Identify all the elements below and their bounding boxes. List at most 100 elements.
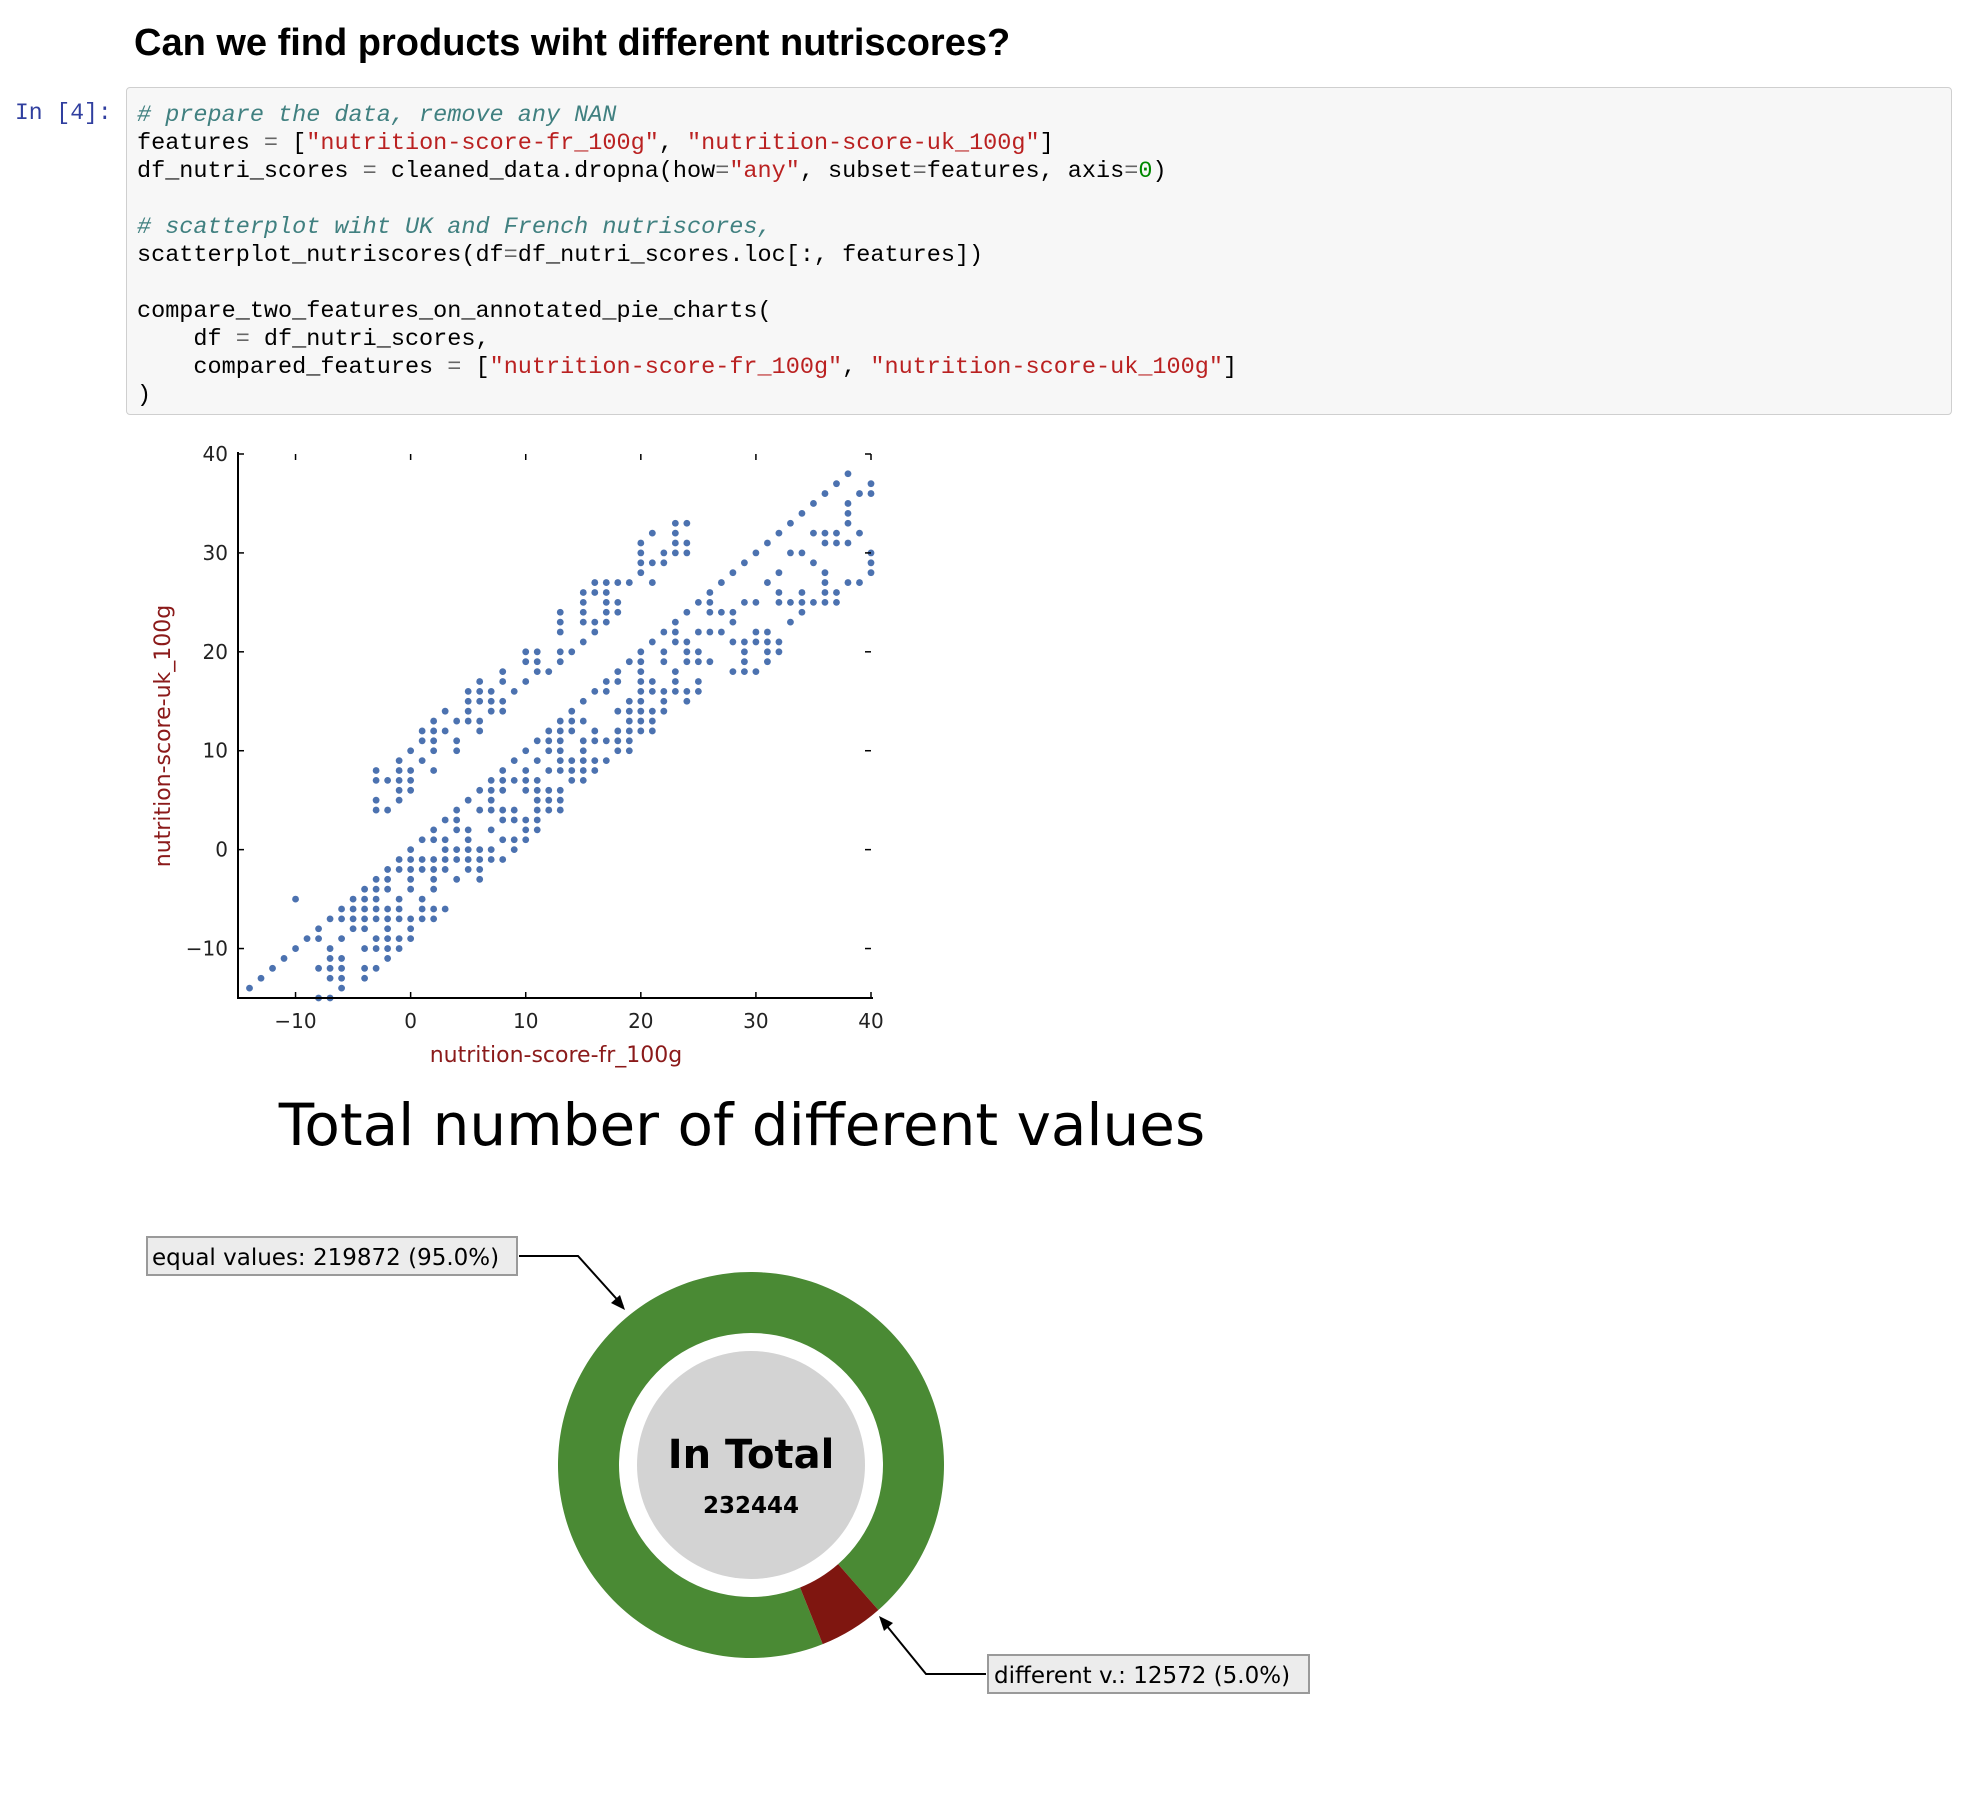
scatter-point — [430, 717, 438, 725]
scatter-point — [292, 895, 299, 903]
scatter-point — [487, 856, 495, 863]
scatter-point — [787, 618, 794, 626]
scatter-point — [464, 717, 472, 725]
scatter-point — [637, 717, 645, 725]
scatter-point — [579, 777, 587, 784]
scatter-point — [453, 806, 461, 814]
scatter-point — [372, 945, 380, 952]
x-tick-label: 30 — [743, 1009, 768, 1033]
input-prompt: In [4]: — [15, 100, 112, 126]
scatter-point — [556, 658, 564, 666]
scatter-point — [372, 796, 380, 804]
scatter-point — [407, 915, 415, 923]
scatter-point — [867, 569, 875, 577]
scatter-point — [591, 628, 599, 636]
y-tick-label: 20 — [203, 640, 228, 664]
scatter-point — [441, 727, 449, 735]
scatter-point — [545, 767, 553, 774]
scatter-point — [418, 895, 426, 903]
scatter-point — [614, 579, 622, 586]
scatter-point — [683, 608, 691, 616]
x-tick-label: 40 — [858, 1009, 883, 1033]
scatter-point — [372, 915, 380, 923]
scatter-point — [257, 974, 265, 982]
scatter-point — [407, 747, 415, 755]
scatter-point — [741, 598, 748, 606]
scatter-point — [395, 915, 403, 923]
scatter-point — [844, 470, 852, 478]
scatter-point — [326, 974, 334, 982]
scatter-point — [453, 816, 461, 824]
code-cell-editor[interactable]: # prepare the data, remove any NAN featur… — [126, 87, 1952, 415]
scatter-point — [568, 707, 576, 715]
scatter-point — [487, 826, 495, 834]
scatter-point — [579, 767, 587, 774]
scatter-point — [579, 589, 587, 596]
scatter-point — [614, 747, 622, 755]
scatter-point — [637, 559, 645, 567]
scatter-point — [625, 717, 633, 725]
scatter-point — [361, 945, 368, 952]
scatter-point — [326, 955, 334, 962]
scatter-point — [752, 628, 760, 636]
scatter-point — [361, 895, 368, 903]
donut-center-value: 232444 — [703, 1493, 799, 1519]
scatter-point — [648, 678, 656, 685]
scatter-point — [602, 757, 610, 765]
y-tick-label: 30 — [203, 541, 228, 565]
scatter-point — [441, 866, 449, 873]
scatter-point — [694, 678, 702, 685]
scatter-point — [384, 945, 392, 952]
scatter-point — [556, 648, 564, 656]
scatter-point — [464, 796, 472, 804]
scatter-point — [280, 955, 288, 962]
scatter-point — [625, 737, 633, 745]
scatter-point — [499, 767, 507, 774]
scatter-point — [476, 678, 484, 685]
scatter-point — [810, 598, 817, 606]
scatter-point — [476, 846, 484, 854]
scatter-point — [741, 658, 748, 666]
scatter-point — [752, 638, 760, 646]
scatter-point — [522, 826, 530, 834]
scatter-point — [384, 866, 392, 873]
scatter-point — [361, 915, 368, 923]
scatter-point — [545, 747, 553, 755]
scatter-point — [694, 658, 702, 666]
scatter-point — [372, 905, 380, 913]
scatter-point — [395, 866, 403, 873]
scatter-point — [441, 836, 449, 844]
scatter-point — [315, 994, 322, 1002]
scatter-point — [418, 757, 426, 765]
scatter-point — [729, 569, 737, 577]
scatter-point — [246, 984, 253, 992]
scatter-point — [395, 905, 403, 913]
scatter-points — [246, 470, 875, 1002]
scatter-point — [338, 955, 345, 962]
scatter-point — [729, 608, 737, 616]
scatter-point — [338, 915, 345, 923]
scatter-point — [556, 608, 564, 616]
scatter-point — [637, 668, 645, 675]
scatter-point — [625, 707, 633, 715]
y-tick-label: 0 — [215, 838, 228, 862]
scatter-point — [637, 697, 645, 705]
scatter-point — [741, 668, 748, 675]
scatter-point — [844, 539, 852, 547]
scatter-point — [487, 777, 495, 784]
scatter-point — [395, 935, 403, 943]
scatter-point — [764, 579, 771, 586]
y-axis-label: nutrition-score-uk_100g — [151, 605, 176, 867]
scatter-point — [821, 529, 829, 537]
scatter-point — [579, 717, 587, 725]
scatter-point — [867, 490, 875, 497]
scatter-point — [556, 618, 564, 626]
scatter-point — [579, 638, 587, 646]
scatter-point — [522, 648, 530, 656]
scatter-point — [798, 589, 806, 596]
scatter-point — [821, 490, 829, 497]
scatter-point — [625, 747, 633, 755]
scatter-point — [648, 559, 656, 567]
code-line: df_nutri_scores = cleaned_data.dropna(ho… — [137, 158, 1167, 185]
scatter-point — [361, 964, 368, 972]
